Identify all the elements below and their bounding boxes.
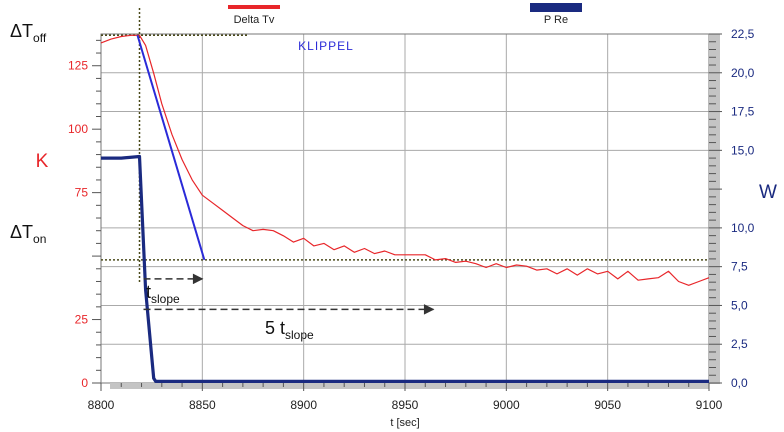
watermark-klippel: KLIPPEL <box>298 39 354 53</box>
x-tick-label: 9100 <box>696 398 723 412</box>
t-slope-main: t <box>146 282 151 302</box>
y-right-tick-label: 0,0 <box>731 376 748 390</box>
annotation-five-t-slope: 5 tslope <box>265 318 314 342</box>
axes: 8800 8850 8900 8950 9000 9050 9100 0,0 2,5 5,0 7,5… <box>68 27 755 412</box>
annotation-t-on: ΔTon <box>10 222 46 246</box>
x-tick-label: 8900 <box>290 398 317 412</box>
arrows <box>143 273 435 315</box>
x-tick-label: 9050 <box>594 398 621 412</box>
svg-text:ΔTon: ΔTon <box>10 222 46 246</box>
slope-line <box>136 34 206 261</box>
y-right-tick-label: 22,5 <box>731 27 755 41</box>
legend-swatch-p-re <box>530 3 582 12</box>
right-axis-gutter <box>709 34 720 384</box>
legend-label-p-re: P Re <box>544 14 568 26</box>
svg-text:5 tslope: 5 tslope <box>265 318 314 342</box>
x-tick-label: 8850 <box>189 398 216 412</box>
x-tick-label: 9000 <box>493 398 520 412</box>
grid <box>101 34 709 383</box>
y-right-tick-label: 20,0 <box>731 66 755 80</box>
legend-swatch-delta-tv <box>228 5 280 9</box>
reference-lines <box>101 8 709 282</box>
t-on-sub: on <box>33 232 46 246</box>
svg-text:ΔToff: ΔToff <box>10 21 47 45</box>
x-axis-label: t [sec] <box>390 417 419 429</box>
series-line-delta-tv <box>100 34 710 286</box>
y-right-tick-label: 7,5 <box>731 260 748 274</box>
series-line-p-re <box>101 154 709 383</box>
svg-text:tslope: tslope <box>146 282 180 306</box>
five-t-slope-sub: slope <box>285 328 314 342</box>
t-off-main: ΔT <box>10 21 33 41</box>
x-tick-label: 8950 <box>392 398 419 412</box>
y-right-tick-label: 17,5 <box>731 105 755 119</box>
legend: Delta Tv P Re <box>228 3 582 26</box>
x-tick-label: 8800 <box>88 398 115 412</box>
t-slope-sub: slope <box>151 292 180 306</box>
y-right-tick-label: 15,0 <box>731 143 755 157</box>
y-right-tick-label: 10,0 <box>731 221 755 235</box>
t-on-main: ΔT <box>10 222 33 242</box>
y-left-tick-label: 25 <box>75 313 89 327</box>
y-left-tick-label: 125 <box>68 59 88 73</box>
bottom-axis-gutter <box>110 383 709 389</box>
five-t-slope-main: 5 t <box>265 318 285 338</box>
y-right-tick-label: 2,5 <box>731 337 748 351</box>
t-off-sub: off <box>33 31 47 45</box>
y-right-axis-label: W <box>759 182 777 203</box>
y-left-tick-label: 75 <box>75 186 89 200</box>
series <box>100 34 710 383</box>
annotation-t-slope: tslope <box>146 282 180 306</box>
y-left-tick-label: 100 <box>68 122 88 136</box>
y-left-tick-label: 0 <box>81 376 88 390</box>
annotation-t-off: ΔToff <box>10 21 47 45</box>
y-right-tick-label: 5,0 <box>731 298 748 312</box>
y-left-axis-label: K <box>36 151 49 172</box>
legend-label-delta-tv: Delta Tv <box>234 14 275 26</box>
